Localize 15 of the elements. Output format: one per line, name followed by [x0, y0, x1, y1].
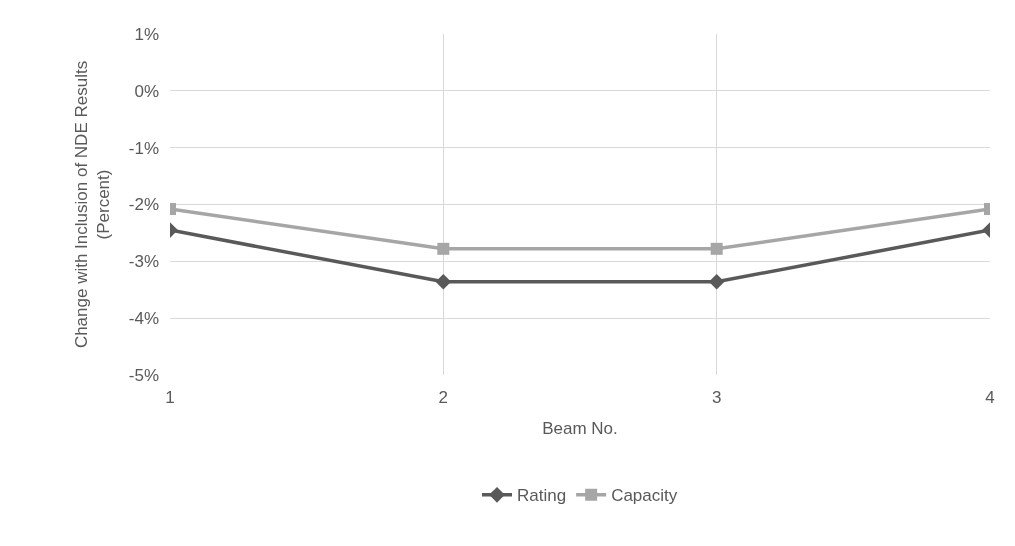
x-axis-title: Beam No.	[542, 419, 618, 439]
y-tick-label: -3%	[128, 252, 159, 272]
x-tick-label: 1	[165, 388, 175, 407]
legend-label: Rating	[517, 486, 567, 506]
y-axis-title: Change with Inclusion of NDE Results (Percent)	[72, 60, 114, 349]
legend-label: Capacity	[611, 486, 678, 506]
x-tick-label: 3	[711, 388, 722, 407]
x-tick-label: 2	[438, 388, 449, 407]
y-tick-label: -5%	[128, 365, 159, 385]
x-tick-label: 4	[985, 388, 995, 407]
y-tick-label: -2%	[128, 195, 159, 215]
y-tick-label: 1%	[134, 24, 159, 44]
y-tick-label: -1%	[128, 138, 159, 158]
y-tick-label: -4%	[128, 309, 159, 329]
y-tick-label: 0%	[134, 81, 159, 101]
